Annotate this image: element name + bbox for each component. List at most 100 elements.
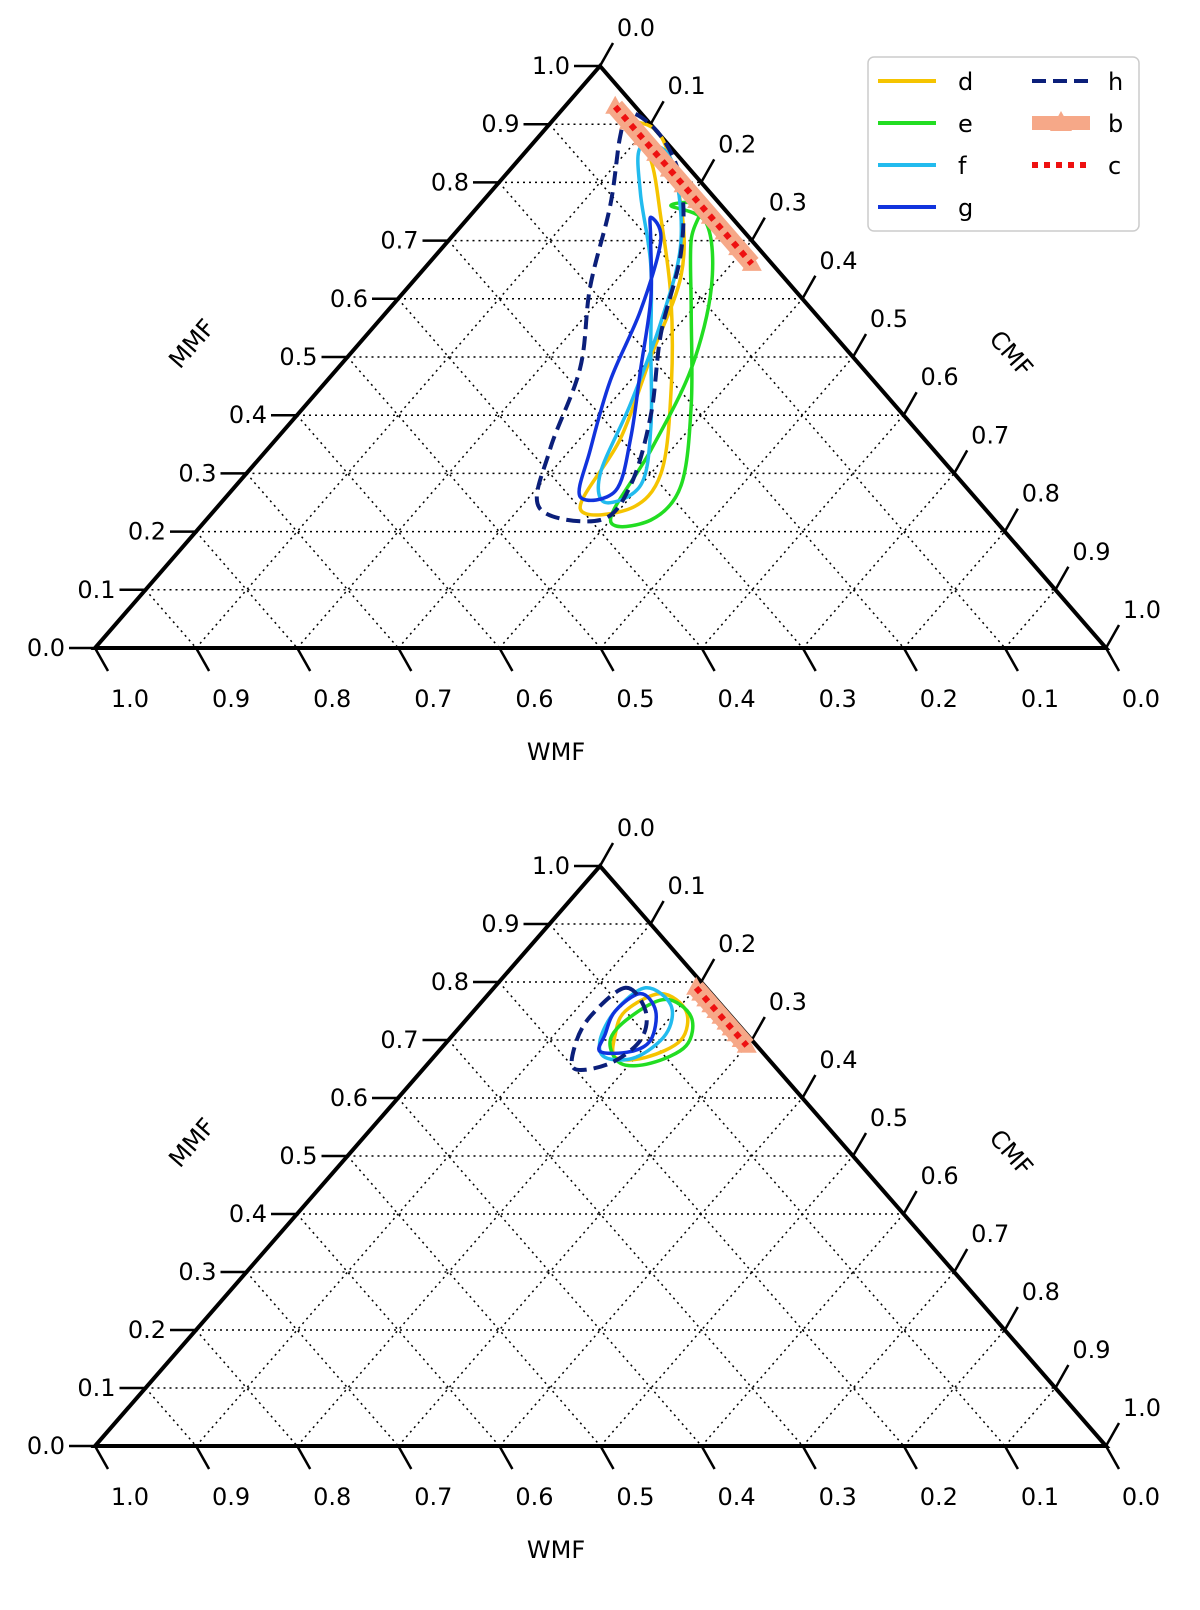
tick-wmf xyxy=(1104,647,1121,672)
grid xyxy=(144,123,1056,649)
series-h xyxy=(534,110,686,524)
legend-item-c: c xyxy=(1032,152,1121,180)
tick-label-mmf: 0.5 xyxy=(279,343,317,371)
tick-label-cmf: 0.5 xyxy=(870,305,908,333)
gridline-cmf xyxy=(599,356,854,649)
series-g xyxy=(597,991,658,1056)
tick-label-cmf: 0.0 xyxy=(617,14,655,42)
gridline-wmf xyxy=(397,1097,703,1447)
tick-wmf xyxy=(599,1445,615,1470)
tick-label-mmf: 0.0 xyxy=(27,1432,65,1460)
tick-label-wmf: 0.1 xyxy=(1021,685,1059,713)
tick-cmf xyxy=(953,449,969,475)
tick-label-cmf: 0.7 xyxy=(971,1220,1009,1248)
gridline-cmf xyxy=(195,123,652,649)
tick-label-mmf: 0.2 xyxy=(128,518,166,546)
gridline-cmf xyxy=(903,531,1006,649)
tick-label-cmf: 0.0 xyxy=(617,814,655,842)
gridline-cmf xyxy=(397,240,753,649)
tick-label-wmf: 0.3 xyxy=(819,685,857,713)
series-c xyxy=(612,104,755,266)
tick-cmf xyxy=(953,1248,969,1273)
tick-wmf xyxy=(1104,1445,1121,1470)
tick-label-cmf: 0.1 xyxy=(668,872,706,900)
gridline-wmf xyxy=(447,1039,804,1447)
gridline-wmf xyxy=(296,1213,500,1447)
tick-label-wmf: 0.8 xyxy=(313,1483,351,1511)
tick-cmf xyxy=(801,275,817,300)
tick-wmf xyxy=(599,647,615,672)
tick-label-mmf: 0.9 xyxy=(481,910,519,938)
gridline-cmf xyxy=(903,1329,1006,1447)
legend-label: c xyxy=(1108,152,1121,180)
legend-label: e xyxy=(958,110,973,138)
axis-title-cmf: CMF xyxy=(984,1124,1039,1181)
tick-wmf xyxy=(195,647,211,672)
tick-cmf xyxy=(649,100,665,125)
tick-label-mmf: 0.0 xyxy=(27,634,65,662)
gridline-cmf xyxy=(498,1097,803,1447)
gridline-cmf xyxy=(802,472,955,649)
tick-label-cmf: 0.2 xyxy=(718,130,756,158)
tick-label-cmf: 0.7 xyxy=(971,421,1009,449)
gridline-wmf xyxy=(144,589,197,649)
tick-label-cmf: 0.3 xyxy=(769,189,807,217)
tick-wmf xyxy=(397,1445,413,1470)
tick-label-mmf: 1.0 xyxy=(532,852,570,880)
tick-label-cmf: 0.4 xyxy=(819,1046,857,1074)
tick-wmf xyxy=(700,647,716,672)
grid xyxy=(144,923,1056,1447)
tick-cmf xyxy=(851,333,868,358)
tick-wmf xyxy=(93,647,110,672)
tick-label-wmf: 0.3 xyxy=(819,1483,857,1511)
gridline-wmf xyxy=(195,1329,298,1447)
legend-item-g: g xyxy=(878,194,973,222)
tick-wmf xyxy=(397,647,413,672)
axis-title-wmf: WMF xyxy=(527,1536,585,1564)
tick-label-cmf: 0.8 xyxy=(1022,1278,1060,1306)
tick-label-wmf: 0.5 xyxy=(616,1483,654,1511)
legend-label: g xyxy=(958,194,973,222)
tick-wmf xyxy=(902,1445,918,1470)
tick-label-mmf: 0.1 xyxy=(77,1374,115,1402)
gridline-wmf xyxy=(346,1155,602,1447)
tick-label-mmf: 0.4 xyxy=(229,401,267,429)
tick-label-wmf: 0.4 xyxy=(718,1483,756,1511)
tick-label-cmf: 1.0 xyxy=(1123,1394,1161,1422)
tick-label-cmf: 0.4 xyxy=(819,247,857,275)
tick-cmf xyxy=(750,1016,766,1041)
gridline-wmf xyxy=(245,1271,399,1447)
tick-label-mmf: 0.7 xyxy=(380,1026,418,1054)
tick-cmf xyxy=(851,1132,868,1157)
tick-cmf xyxy=(1104,1422,1121,1447)
series-layer xyxy=(534,95,762,529)
tick-label-wmf: 0.4 xyxy=(718,685,756,713)
axis-title-cmf: CMF xyxy=(984,325,1039,382)
tick-wmf xyxy=(195,1445,211,1470)
tick-cmf xyxy=(649,900,665,925)
tick-wmf xyxy=(801,647,817,672)
tick-label-mmf: 0.1 xyxy=(77,576,115,604)
tick-cmf xyxy=(1054,1364,1070,1389)
gridline-cmf xyxy=(498,298,803,649)
gridline-wmf xyxy=(498,181,905,649)
series-e xyxy=(608,997,695,1068)
gridline-cmf xyxy=(1004,1387,1056,1447)
axis-title-mmf: MMF xyxy=(163,1113,220,1173)
tick-cmf xyxy=(1003,1306,1019,1331)
tick-label-cmf: 0.1 xyxy=(668,72,706,100)
tick-cmf xyxy=(1054,566,1070,591)
gridline-cmf xyxy=(296,981,702,1447)
legend-item-e: e xyxy=(878,110,973,138)
legend-item-b: b xyxy=(1032,110,1123,138)
legend-label: h xyxy=(1108,68,1123,96)
gridline-cmf xyxy=(802,1271,955,1447)
tick-label-mmf: 1.0 xyxy=(532,52,570,80)
tick-wmf xyxy=(1003,1445,1019,1470)
tick-label-wmf: 1.0 xyxy=(111,1483,149,1511)
tick-label-wmf: 0.5 xyxy=(616,685,654,713)
legend-label: b xyxy=(1108,110,1123,138)
tick-label-cmf: 0.9 xyxy=(1072,1336,1110,1364)
